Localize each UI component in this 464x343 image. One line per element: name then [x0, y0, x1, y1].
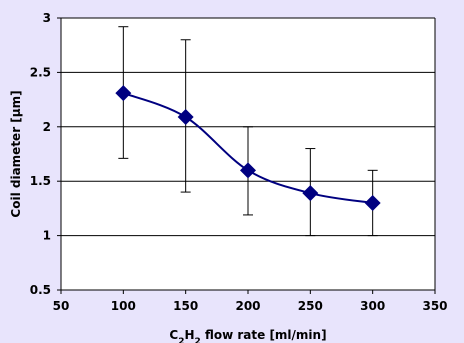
data-point-marker	[115, 85, 132, 102]
data-point-marker	[177, 109, 194, 126]
x-tick-label: 300	[360, 299, 385, 313]
y-axis-title: Coil diameter [μm]	[9, 90, 23, 217]
x-tick-label: 100	[111, 299, 136, 313]
y-tick-label: 1	[43, 229, 51, 243]
data-point-marker	[302, 185, 319, 202]
y-tick-label: 2	[43, 120, 51, 134]
y-tick-label: 3	[43, 11, 51, 25]
data-points	[115, 85, 381, 211]
y-tick-label: 1.5	[30, 174, 51, 188]
x-tick-labels: 50 100 150 200 250 300 350	[53, 290, 448, 313]
x-tick-label: 50	[53, 299, 70, 313]
x-axis-title: C2H2 flow rate [ml/min]	[169, 328, 326, 343]
x-tick-label: 200	[235, 299, 260, 313]
y-tick-labels: 0.5 1 1.5 2 2.5 3	[30, 11, 61, 297]
data-point-marker	[240, 162, 256, 179]
x-tick-label: 350	[422, 299, 447, 313]
y-tick-label: 2.5	[30, 65, 51, 79]
x-tick-label: 150	[173, 299, 198, 313]
y-tick-label: 0.5	[30, 283, 51, 297]
x-tick-label: 250	[298, 299, 323, 313]
data-point-marker	[364, 194, 381, 211]
